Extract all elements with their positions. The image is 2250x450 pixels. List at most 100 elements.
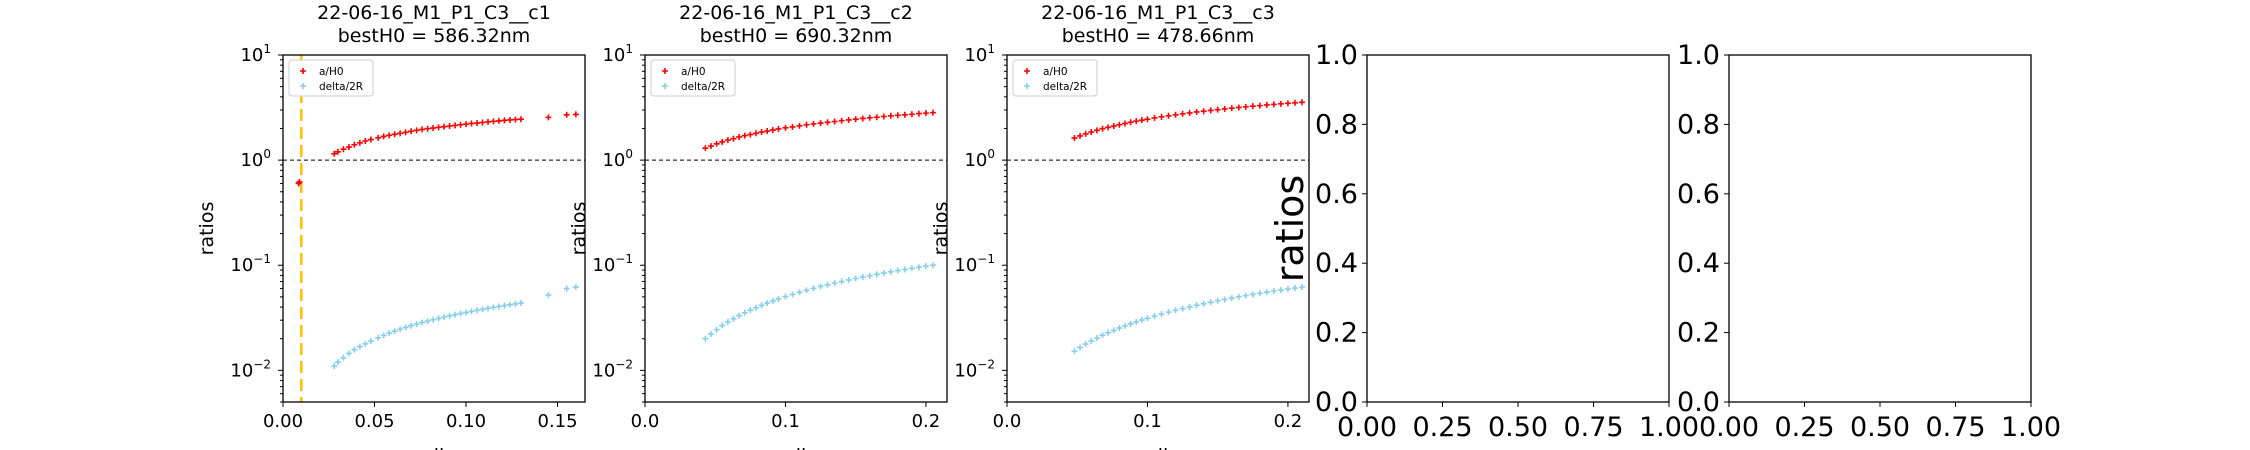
data-point: [1138, 317, 1145, 324]
legend-marker: [1024, 83, 1030, 89]
y-tick-label: 0.6: [1315, 179, 1358, 210]
x-tick-label: 0.15: [538, 411, 578, 432]
data-point: [922, 263, 929, 270]
data-point: [1144, 315, 1151, 322]
data-point: [512, 116, 519, 123]
data-point: [419, 319, 426, 326]
data-point: [380, 332, 387, 339]
x-axis-label: epsilon: [762, 445, 830, 450]
data-point: [880, 270, 887, 277]
y-tick-label: 1.0: [1315, 40, 1358, 71]
data-point: [1127, 320, 1134, 327]
data-point: [435, 124, 442, 131]
data-point: [730, 135, 737, 142]
data-point: [345, 144, 352, 151]
y-tick-label: 1.0: [1677, 40, 1720, 71]
y-tick-label: 101: [964, 42, 995, 66]
legend: a/H0 delta/2R: [288, 59, 374, 97]
chart-title: 22-06-16_M1_P1_C3__c1: [317, 2, 551, 24]
y-tick-label: 0.2: [1315, 318, 1358, 349]
data-point: [506, 301, 513, 308]
y-tick-label: 101: [602, 42, 633, 66]
y-axis-label: ratios: [196, 202, 218, 256]
data-point: [408, 128, 415, 135]
data-point: [1214, 106, 1221, 113]
data-point: [775, 295, 782, 302]
data-point: [1151, 313, 1158, 320]
data-point: [1193, 302, 1200, 309]
data-point: [479, 119, 486, 126]
data-point: [752, 304, 759, 311]
y-tick-label: 0.4: [1315, 248, 1358, 279]
data-point: [380, 133, 387, 140]
data-point: [747, 131, 754, 138]
data-point: [713, 140, 720, 147]
data-point: [1165, 309, 1172, 316]
data-point: [391, 131, 398, 138]
data-point: [929, 262, 936, 269]
data-point: [572, 284, 579, 291]
x-axis-label: epsilon: [400, 445, 468, 450]
data-point: [803, 121, 810, 128]
y-tick-label: 10−1: [230, 252, 271, 276]
data-point: [362, 138, 369, 145]
data-point: [730, 315, 737, 322]
data-point: [397, 326, 404, 333]
data-point: [1298, 284, 1305, 291]
data-point: [1165, 112, 1172, 119]
data-point: [367, 136, 374, 143]
data-point: [713, 326, 720, 333]
data-point: [1193, 108, 1200, 115]
data-point: [1110, 123, 1117, 130]
data-point: [1172, 111, 1179, 118]
y-tick-label: 0.0: [1677, 387, 1720, 418]
data-point: [506, 116, 513, 123]
data-point: [1291, 99, 1298, 106]
data-point: [1133, 118, 1140, 125]
data-point: [775, 125, 782, 132]
data-point: [1270, 101, 1277, 108]
data-point: [852, 275, 859, 282]
data-point: [345, 350, 352, 357]
data-point: [446, 312, 453, 319]
data-point: [866, 114, 873, 121]
x-tick-label: 0.10: [446, 411, 486, 432]
data-point: [859, 115, 866, 122]
data-point: [517, 116, 524, 123]
data-point: [490, 118, 497, 125]
data-point: [386, 330, 393, 337]
legend-marker: [1024, 68, 1030, 74]
data-point: [782, 293, 789, 300]
data-point: [375, 134, 382, 141]
data-point: [419, 126, 426, 133]
data-point: [1138, 117, 1145, 124]
data-point: [764, 128, 771, 135]
series-delta-2r: [331, 284, 579, 370]
data-point: [1093, 335, 1100, 342]
y-tick-label: 100: [602, 147, 633, 171]
data-point: [708, 330, 715, 337]
data-point: [446, 123, 453, 130]
x-tick-label: 0.0: [631, 411, 660, 432]
y-tick-label: 10−1: [954, 252, 995, 276]
series-a-h0: [295, 111, 579, 187]
data-point: [1256, 290, 1263, 297]
y-tick-label: 0.8: [1677, 109, 1720, 140]
data-point: [386, 132, 393, 139]
data-point: [1116, 121, 1123, 128]
y-axis-label: ratios: [568, 202, 590, 256]
data-point: [351, 141, 358, 148]
data-point: [1077, 132, 1084, 139]
data-point: [1200, 108, 1207, 115]
data-point: [758, 302, 765, 309]
data-point: [1099, 125, 1106, 132]
x-tick-label: 0.50: [1850, 412, 1910, 443]
data-point: [724, 137, 731, 144]
x-tick-label: 0.00: [263, 411, 303, 432]
data-point: [463, 121, 470, 128]
chart-subtitle: bestH0 = 690.32nm: [700, 25, 893, 47]
data-point: [838, 117, 845, 124]
y-tick-label: 0.6: [1677, 179, 1720, 210]
data-point: [1133, 318, 1140, 325]
